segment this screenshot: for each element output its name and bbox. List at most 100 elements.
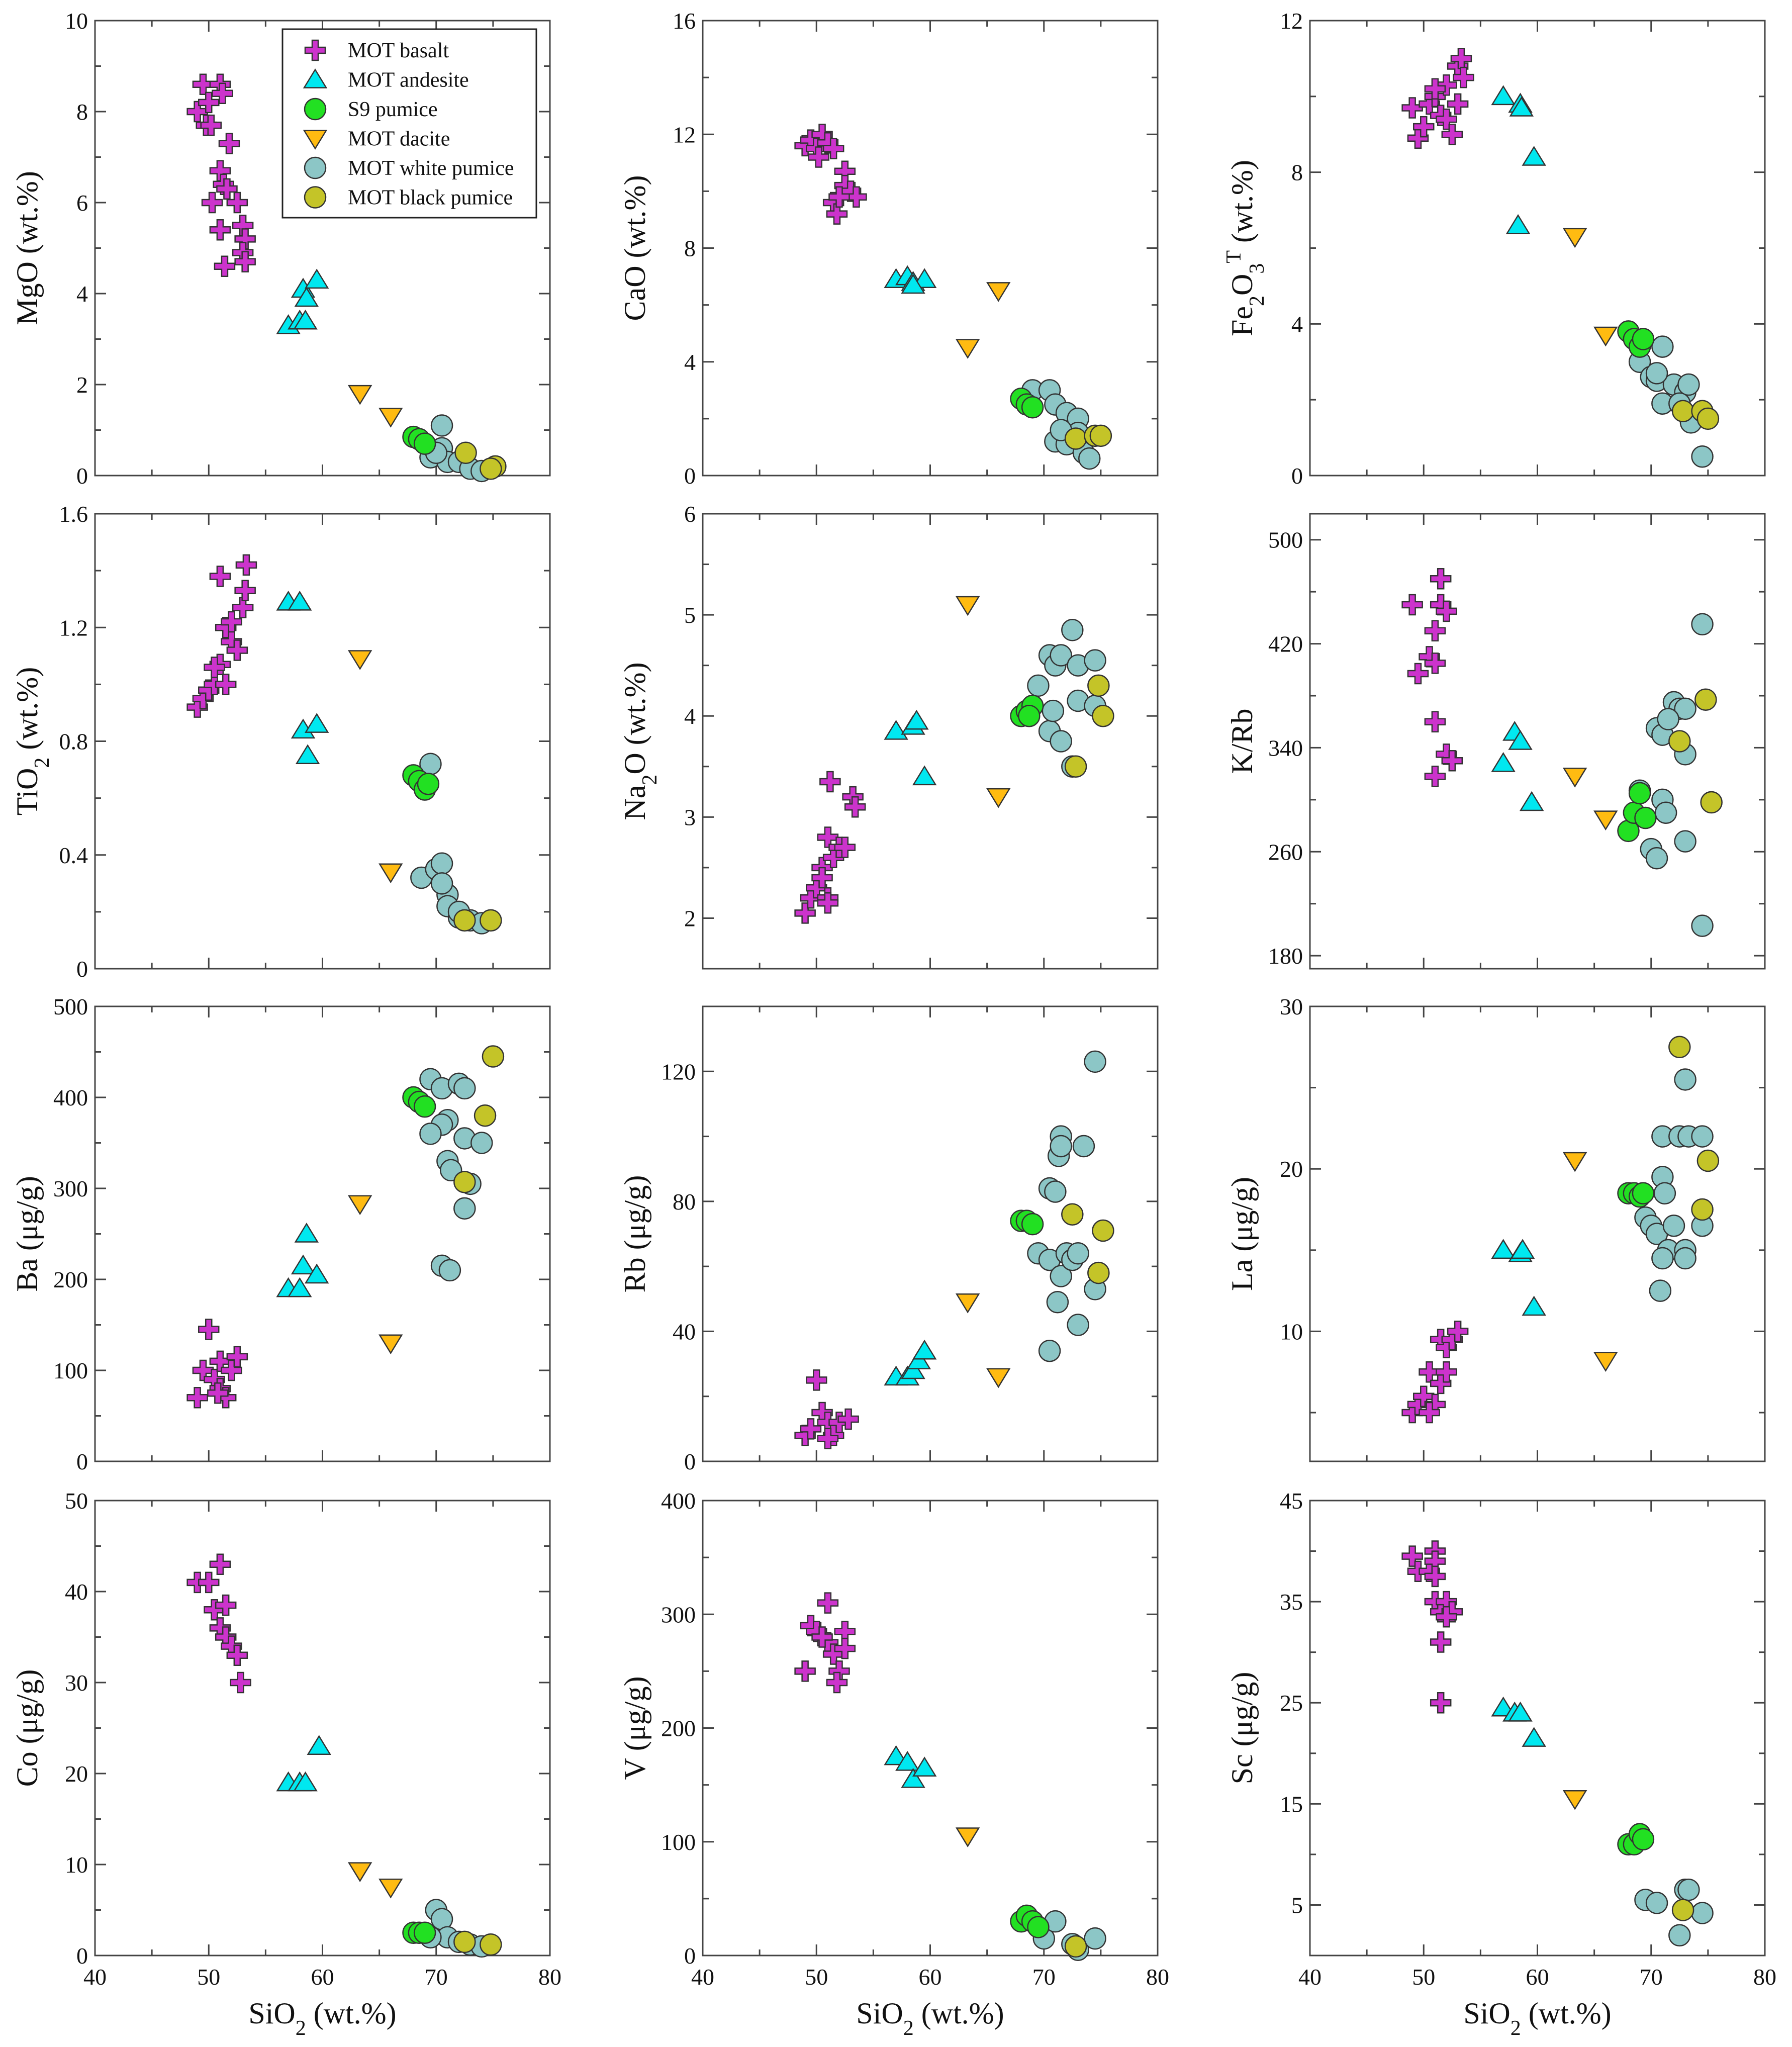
point-basalt: [1447, 93, 1469, 115]
point-andesite: [912, 1339, 937, 1360]
legend-marker-white: [304, 156, 327, 179]
point-andesite: [901, 1359, 925, 1379]
y-tick-label: 20: [1280, 1156, 1303, 1182]
y-axis-label: V (μg/g): [618, 1676, 651, 1780]
point-white: [1050, 1135, 1072, 1158]
legend: MOT basalt MOT andesite S9 pumice MOT dacit…: [281, 28, 537, 219]
y-axis-label: La (μg/g): [1225, 1177, 1259, 1291]
point-white: [1050, 730, 1072, 753]
y-tick-label: 15: [1280, 1791, 1303, 1817]
point-black: [453, 909, 476, 932]
legend-label: MOT black pumice: [348, 187, 513, 210]
y-tick-label: 500: [1268, 527, 1303, 553]
point-basalt: [811, 867, 833, 889]
point-white: [1042, 699, 1065, 722]
point-basalt: [198, 1319, 220, 1340]
point-white: [1674, 697, 1696, 720]
point-andesite: [912, 268, 937, 288]
point-white: [1668, 1924, 1691, 1947]
point-white: [438, 1259, 461, 1282]
point-dacite: [379, 408, 403, 428]
point-andesite: [294, 1223, 319, 1243]
y-axis-label: MgO (wt.%): [11, 171, 44, 325]
point-white: [1691, 445, 1714, 468]
point-andesite: [294, 287, 319, 307]
point-basalt: [235, 554, 257, 576]
label-segment: K/Rb: [1225, 708, 1259, 774]
y-tick-label: 4: [684, 703, 696, 729]
panel-0: 0 2 4 6 8 10 MgO (wt.%): [11, 8, 551, 489]
point-white: [1645, 362, 1668, 385]
point-black: [1064, 1935, 1087, 1958]
point-white: [1651, 1247, 1674, 1270]
y-tick-label: 500: [53, 994, 88, 1019]
point-white: [430, 872, 453, 895]
label-segment: La (μg/g): [1225, 1177, 1259, 1291]
point-basalt: [209, 219, 231, 241]
label-segment: SiO: [1463, 1997, 1510, 2030]
point-basalt: [826, 1671, 848, 1694]
point-black: [1696, 1149, 1720, 1172]
point-basalt: [1424, 78, 1446, 100]
point-basalt: [226, 639, 248, 661]
label-segment: (wt.%): [914, 1997, 1004, 2030]
point-dacite: [347, 1195, 372, 1216]
point-basalt: [226, 1644, 248, 1666]
point-basalt: [204, 657, 225, 678]
point-basalt: [1419, 1402, 1440, 1424]
point-black: [1671, 1899, 1694, 1921]
plot-frame: [702, 1005, 1159, 1462]
y-axis-label: K/Rb: [1225, 708, 1259, 774]
point-dacite: [986, 788, 1011, 808]
point-white: [1691, 1902, 1714, 1924]
point-dacite: [986, 1368, 1011, 1388]
point-dacite: [1593, 326, 1618, 347]
legend-box: [281, 28, 537, 219]
y-tick-label: 100: [53, 1358, 88, 1383]
y-tick-label: 400: [53, 1085, 88, 1110]
y-tick-label: 4: [76, 281, 88, 307]
label-segment: V (μg/g): [618, 1676, 651, 1780]
point-basalt: [234, 251, 256, 272]
y-axis-label: Rb (μg/g): [618, 1175, 651, 1293]
point-andesite: [1508, 1701, 1533, 1722]
point-basalt: [186, 1387, 208, 1409]
point-white: [1067, 1242, 1089, 1265]
point-black: [1092, 704, 1114, 727]
label-segment: CaO (wt.%): [618, 175, 651, 321]
y-tick-label: 0: [76, 956, 88, 982]
x-axis-label: SiO2 (wt.%): [856, 1997, 1004, 2040]
y-tick-label: 4: [684, 349, 696, 375]
point-basalt: [844, 796, 866, 818]
y-tick-label: 6: [684, 501, 696, 527]
plot-frame: [702, 20, 1159, 477]
y-axis-label: TiO2 (wt.%): [11, 667, 54, 816]
label-segment: (wt.%): [306, 1997, 397, 2030]
point-white: [1084, 1927, 1106, 1950]
point-basalt: [1424, 620, 1446, 641]
point-white: [1649, 1279, 1672, 1302]
point-basalt: [808, 146, 830, 168]
y-tick-label: 260: [1268, 839, 1303, 865]
legend-label: MOT dacite: [348, 128, 450, 151]
point-basalt: [794, 1660, 816, 1682]
x-tick-label: 80: [538, 1964, 561, 1990]
point-black: [474, 1104, 497, 1127]
point-white: [1050, 644, 1072, 667]
point-black: [1089, 424, 1112, 447]
point-andesite: [912, 765, 937, 786]
point-white: [1677, 1879, 1700, 1901]
label-segment: 2: [638, 775, 662, 785]
y-tick-label: 200: [661, 1716, 696, 1741]
point-andesite: [1522, 1727, 1546, 1747]
point-basalt: [817, 1592, 839, 1614]
point-dacite: [1562, 228, 1587, 248]
point-basalt: [209, 566, 231, 587]
point-basalt: [198, 1571, 220, 1594]
label-segment: T: [1222, 250, 1246, 263]
point-andesite: [1522, 1295, 1546, 1316]
plot-frame: [94, 1500, 551, 1957]
y-tick-label: 16: [673, 8, 696, 34]
y-tick-label: 420: [1268, 631, 1303, 657]
